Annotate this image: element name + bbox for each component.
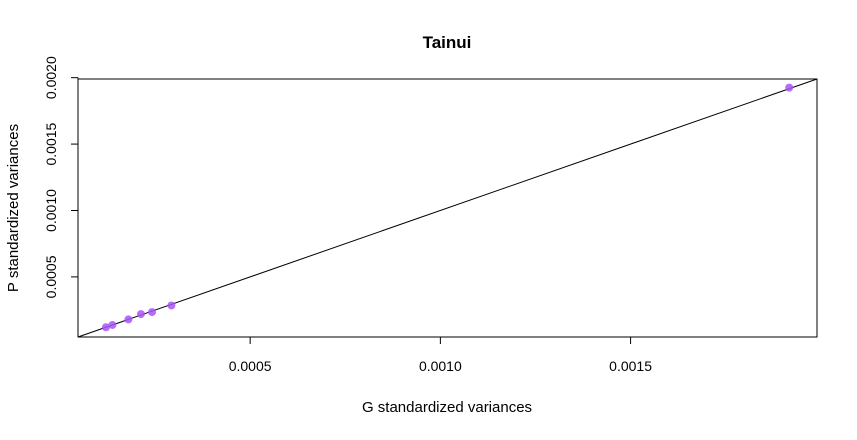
x-tick-label-2: 0.0010 (419, 358, 462, 374)
identity-line-group (77, 78, 818, 338)
data-point-7 (785, 83, 794, 92)
chart-title: Tainui (423, 33, 472, 52)
y-tick-label-3: 0.0015 (43, 122, 59, 165)
data-point-2 (108, 320, 117, 329)
data-point-6 (167, 301, 176, 310)
identity-line (77, 78, 818, 338)
data-point-5 (147, 308, 156, 317)
data-point-1 (101, 323, 110, 332)
x-tick-label-3: 0.0015 (609, 358, 652, 374)
x-axis: 0.0005 0.0010 0.0015 (229, 336, 652, 374)
y-axis: 0.0005 0.0010 0.0015 0.0020 (43, 56, 79, 298)
y-tick-label-2: 0.0010 (43, 189, 59, 232)
data-point-4 (136, 310, 145, 319)
y-tick-label-1: 0.0005 (43, 255, 59, 298)
y-tick-label-4: 0.0020 (43, 56, 59, 99)
data-point-3 (124, 315, 133, 324)
y-axis-label: P standardized variances (5, 124, 22, 292)
x-tick-label-1: 0.0005 (229, 358, 272, 374)
data-points (101, 83, 794, 332)
x-axis-label: G standardized variances (362, 399, 532, 416)
